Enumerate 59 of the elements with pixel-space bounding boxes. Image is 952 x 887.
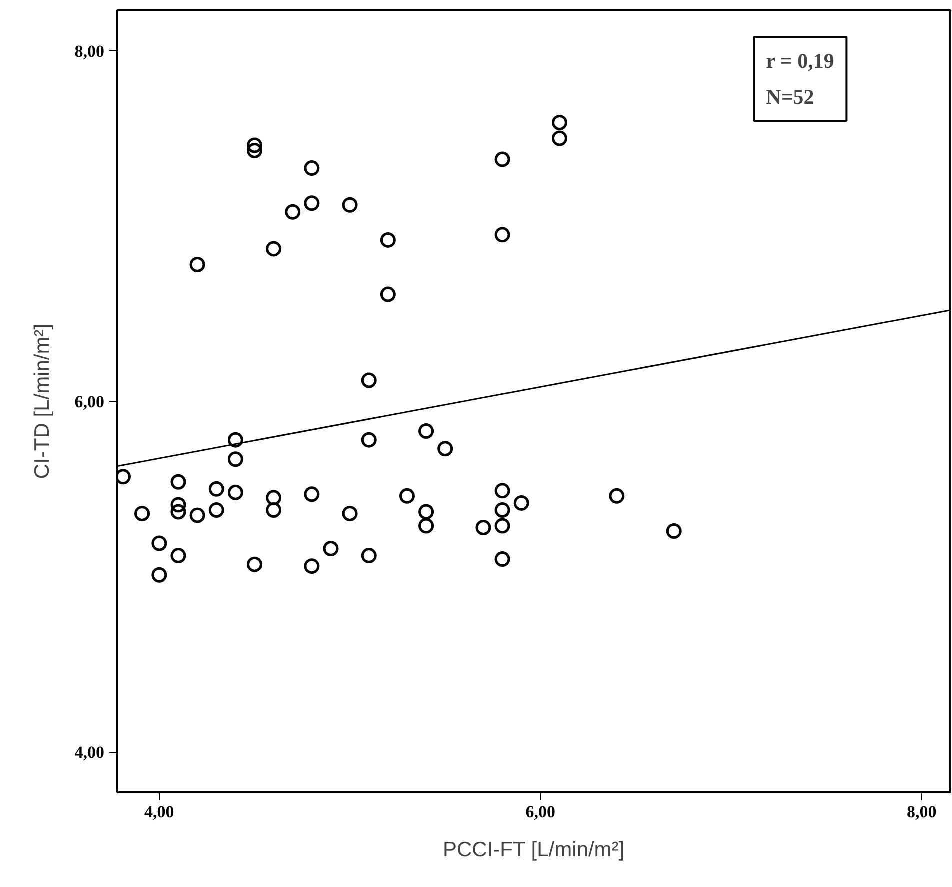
point [494,152,510,168]
point [494,518,510,534]
point [134,506,150,522]
point [152,567,168,583]
point [246,143,262,159]
point [228,432,244,448]
point [304,486,320,502]
point [246,556,262,572]
point [514,495,530,511]
point [228,452,244,468]
point [190,257,206,272]
x-axis-title: PCCI-FT [L/min/m²] [443,838,625,862]
point [342,506,358,522]
x-tick-label: 8,00 [907,802,937,822]
point [418,504,434,520]
point [304,558,320,574]
x-tick-label: 6,00 [526,802,556,822]
point [609,488,625,504]
point [494,483,510,499]
point [361,372,377,388]
point [552,114,568,130]
point [380,286,396,302]
point [266,490,282,506]
point [342,197,358,213]
point [266,502,282,518]
point [399,488,415,504]
point [152,536,168,552]
point [418,518,434,534]
point [476,520,492,536]
point [170,548,186,564]
point [361,548,377,564]
point [666,524,682,539]
point [361,432,377,448]
point [170,474,186,490]
point [208,481,224,497]
point [552,130,568,146]
point [304,196,320,212]
point [304,160,320,176]
point [170,504,186,520]
point [285,204,301,220]
point [266,241,282,257]
point [228,484,244,500]
x-tick-label: 4,00 [144,802,174,822]
point [208,502,224,518]
point [494,552,510,568]
y-axis-title: CI-TD [L/min/m²] [30,324,54,480]
point [418,424,434,440]
y-tick-label: 4,00 [74,743,104,762]
point [170,497,186,513]
point [190,508,206,524]
point [380,232,396,248]
y-tick-label: 6,00 [74,392,104,412]
point [494,227,510,243]
point [438,441,454,457]
point [246,138,262,154]
annotation: r = 0,19 N=52 [766,48,834,109]
point [323,541,339,557]
point [494,502,510,518]
y-tick-label: 8,00 [74,42,104,61]
